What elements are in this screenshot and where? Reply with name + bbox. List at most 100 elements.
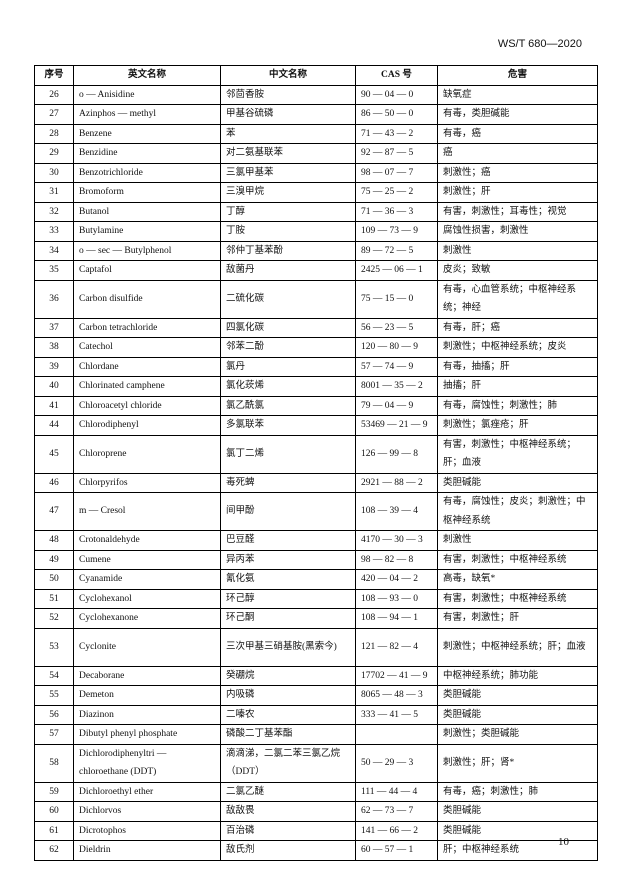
table-row: 51 Cyclohexanol 环己醇 108 — 93 — 0 有害，刺激性；中枢神经…	[34, 588, 598, 609]
standard-number: WS/T 680—2020	[497, 38, 582, 50]
col-cas-cell: 4170 — 30 — 3	[355, 530, 438, 551]
col-cas-cell: 86 — 50 — 0	[355, 104, 438, 125]
col-chinese-name-cell: 内吸磷	[220, 685, 356, 706]
col-english-name-cell: Cyclohexanone	[73, 608, 221, 629]
col-english-name-cell: Cyanamide	[73, 569, 221, 590]
col-index-cell: 56	[34, 704, 74, 725]
table-row: 47 m — Cresol 间甲酚 108 — 39 — 4 有毒，腐蚀性；皮炎；刺激性…	[34, 492, 598, 531]
col-chinese-name-cell: 敌菌丹	[220, 260, 356, 281]
col-hazard-cell: 类胆碱能	[437, 820, 598, 841]
col-index-cell: 52	[34, 608, 74, 629]
table-header: 序号 英文名称 中文名称 CAS 号危害	[34, 65, 598, 86]
col-cas-cell: 141 — 66 — 2	[355, 820, 438, 841]
col-cas-cell: 126 — 99 — 8	[355, 434, 438, 474]
col-english-name-cell: Benzene	[73, 123, 221, 144]
col-index-cell: 60	[34, 801, 74, 822]
col-hazard-cell: 有害，刺激性；中枢神经系统	[437, 588, 598, 609]
col-cas-cell: 60 — 57 — 1	[355, 840, 438, 861]
col-cas-cell: 92 — 87 — 5	[355, 143, 438, 164]
col-index-cell: 37	[34, 317, 74, 338]
col-english-name-cell: Carbon disulfide	[73, 279, 221, 319]
col-english-name-cell: Cumene	[73, 549, 221, 570]
col-cas-cell: 8065 — 48 — 3	[355, 685, 438, 706]
col-index-cell: 41	[34, 395, 74, 416]
col-hazard-cell: 皮炎；致敏	[437, 260, 598, 281]
col-chinese-name-cell: 邻仲丁基苯酚	[220, 240, 356, 261]
col-hazard-cell: 肝；中枢神经系统	[437, 840, 598, 861]
col-hazard-cell: 类胆碱能	[437, 685, 598, 706]
col-cas-cell	[355, 724, 438, 745]
table-row: 60 Dichlorvos 敌敌畏 62 — 73 — 7 类胆碱能	[34, 801, 598, 822]
col-index-cell: 31	[34, 182, 74, 203]
col-english-name-cell: Dibutyl phenyl phosphate	[73, 724, 221, 745]
table-row: 36 Carbon disulfide 二硫化碳 75 — 15 — 0 有毒，心血管系…	[34, 279, 598, 319]
col-index-cell: 44	[34, 415, 74, 436]
col-cas-cell: 121 — 82 — 4	[355, 627, 438, 667]
col-hazard-cell: 高毒，缺氧*	[437, 569, 598, 590]
col-hazard-cell: 有毒，癌；刺激性；肺	[437, 781, 598, 802]
col-hazard-cell: 刺激性；肝；肾*	[437, 743, 598, 783]
header-col-chinese-name: 中文名称	[220, 65, 356, 86]
col-cas-cell: 56 — 23 — 5	[355, 317, 438, 338]
table-row: 37 Carbon tetrachloride 四氯化碳 56 — 23 — 5 有毒，…	[34, 317, 598, 338]
col-chinese-name-cell: 环己酮	[220, 608, 356, 629]
col-hazard-cell: 刺激性	[437, 240, 598, 261]
header-col-hazard: 危害	[437, 65, 598, 86]
col-chinese-name-cell: 邻茴香胺	[220, 84, 356, 105]
col-index-cell: 53	[34, 627, 74, 667]
col-english-name-cell: Butylamine	[73, 221, 221, 242]
col-hazard-cell: 有毒，腐蚀性；刺激性；肺	[437, 395, 598, 416]
col-hazard-cell: 类胆碱能	[437, 801, 598, 822]
col-hazard-cell: 抽搐；肝	[437, 376, 598, 397]
table-row: 53 Cyclonite 三次甲基三硝基胺(黑索今) 121 — 82 — 4 刺激性；…	[34, 627, 598, 667]
col-index-cell: 32	[34, 201, 74, 222]
col-index-cell: 45	[34, 434, 74, 474]
col-chinese-name-cell: 敌氏剂	[220, 840, 356, 861]
header-col-index: 序号	[34, 65, 74, 86]
col-index-cell: 30	[34, 162, 74, 183]
col-hazard-cell: 有毒，抽搐；肝	[437, 356, 598, 377]
col-cas-cell: 98 — 07 — 7	[355, 162, 438, 183]
col-chinese-name-cell: 三次甲基三硝基胺(黑索今)	[220, 627, 356, 667]
col-chinese-name-cell: 多氯联苯	[220, 415, 356, 436]
col-chinese-name-cell: 氯乙酰氯	[220, 395, 356, 416]
col-chinese-name-cell: 巴豆醛	[220, 530, 356, 551]
col-index-cell: 35	[34, 260, 74, 281]
col-cas-cell: 79 — 04 — 9	[355, 395, 438, 416]
col-chinese-name-cell: 二氯乙醚	[220, 781, 356, 802]
col-chinese-name-cell: 氯丁二烯	[220, 434, 356, 474]
col-chinese-name-cell: 氯丹	[220, 356, 356, 377]
table-row: 61 Dicrotophos 百治磷 141 — 66 — 2 类胆碱能	[34, 820, 598, 841]
col-english-name-cell: Benzotrichloride	[73, 162, 221, 183]
col-index-cell: 46	[34, 472, 74, 493]
col-chinese-name-cell: 敌敌畏	[220, 801, 356, 822]
table-row: 56 Diazinon 二嗪农 333 — 41 — 5 类胆碱能	[34, 704, 598, 725]
col-english-name-cell: Chloroacetyl chloride	[73, 395, 221, 416]
col-cas-cell: 333 — 41 — 5	[355, 704, 438, 725]
header-col-cas: CAS 号	[355, 65, 438, 86]
col-index-cell: 49	[34, 549, 74, 570]
table-row: 54 Decaborane 癸硼烷 17702 — 41 — 9 中枢神经系统；肺功能	[34, 665, 598, 686]
col-chinese-name-cell: 癸硼烷	[220, 665, 356, 686]
col-chinese-name-cell: 滴滴涕，二氯二苯三氯乙烷（DDT）	[220, 743, 356, 783]
col-cas-cell: 2921 — 88 — 2	[355, 472, 438, 493]
col-cas-cell: 90 — 04 — 0	[355, 84, 438, 105]
col-chinese-name-cell: 丁胺	[220, 221, 356, 242]
table-row: 28 Benzene 苯 71 — 43 — 2 有毒，癌	[34, 123, 598, 144]
col-index-cell: 50	[34, 569, 74, 590]
col-english-name-cell: Demeton	[73, 685, 221, 706]
table-row: 35 Captafol 敌菌丹 2425 — 06 — 1 皮炎；致敏	[34, 260, 598, 281]
col-cas-cell: 57 — 74 — 9	[355, 356, 438, 377]
col-english-name-cell: Diazinon	[73, 704, 221, 725]
col-chinese-name-cell: 四氯化碳	[220, 317, 356, 338]
col-english-name-cell: o — sec — Butylphenol	[73, 240, 221, 261]
col-chinese-name-cell: 毒死蜱	[220, 472, 356, 493]
table-row: 30 Benzotrichloride 三氯甲基苯 98 — 07 — 7 刺激性；癌	[34, 162, 598, 183]
col-index-cell: 59	[34, 781, 74, 802]
col-hazard-cell: 有毒，心血管系统；中枢神经系统；神经	[437, 279, 598, 319]
col-cas-cell: 17702 — 41 — 9	[355, 665, 438, 686]
col-index-cell: 38	[34, 337, 74, 358]
col-english-name-cell: Chlorodiphenyl	[73, 415, 221, 436]
col-english-name-cell: Azinphos — methyl	[73, 104, 221, 125]
